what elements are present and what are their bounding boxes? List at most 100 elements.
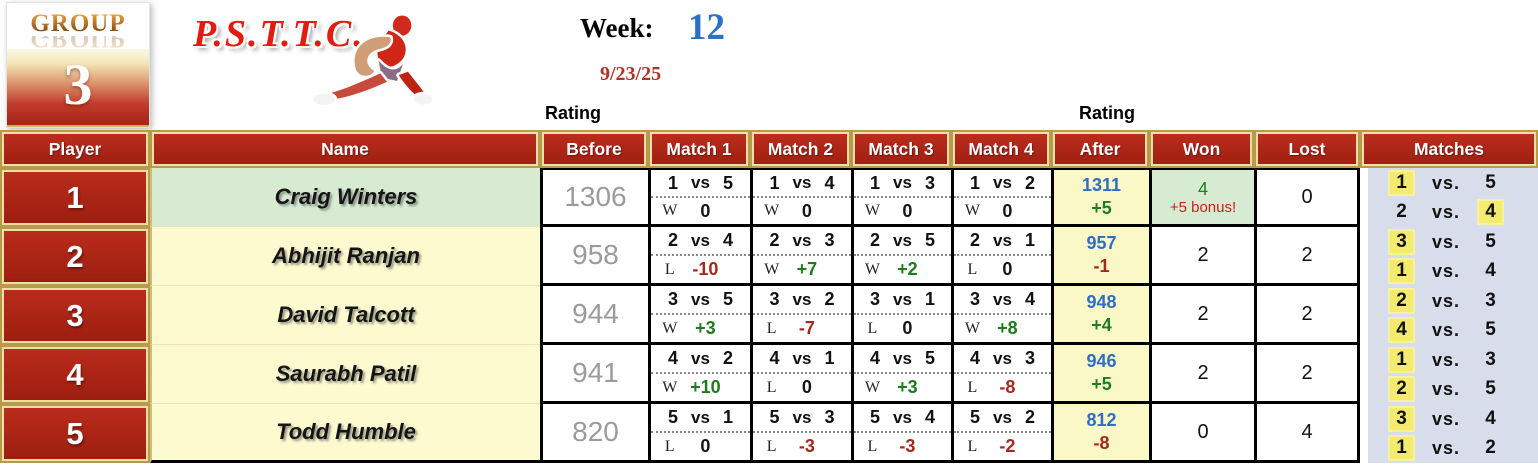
pairing-right: 1 <box>722 407 733 427</box>
column-header-match-3: Match 3 <box>851 130 951 168</box>
vs-label: vs <box>792 230 812 250</box>
match-result: W +2 <box>854 254 951 283</box>
rating-after-cell: 946 +5 <box>1051 345 1149 404</box>
schedule-player-left: 2 <box>1388 288 1415 314</box>
player-number: 2 <box>0 227 150 286</box>
match-result: L 0 <box>954 254 1051 283</box>
vs-label: vs <box>893 407 912 427</box>
won-count: 2 <box>1197 302 1209 325</box>
vs-label: vs <box>893 348 912 368</box>
vs-label: vs <box>691 173 710 192</box>
match-3-cell: 3 vs 1 L 0 <box>851 286 951 345</box>
player-number: 5 <box>0 404 150 463</box>
match-result: L 0 <box>651 431 750 460</box>
match-1-cell: 3 vs 5 W +3 <box>648 286 750 345</box>
lost-cell: 4 <box>1254 404 1360 463</box>
match-pairing: 1 vs 5 <box>651 170 750 196</box>
match-result: W +10 <box>651 372 750 401</box>
won-cell: 0 <box>1149 404 1254 463</box>
match-pairing: 5 vs 4 <box>854 404 951 431</box>
rating-before-cell: 820 <box>540 404 648 463</box>
pairing-right: 1 <box>924 289 935 309</box>
rating-before-value: 944 <box>572 298 619 329</box>
schedule-player-left: 4 <box>1388 317 1415 343</box>
pairing-left: 5 <box>668 407 679 427</box>
group-badge: GROUP GROUP 3 <box>6 2 150 128</box>
rating-delta: 0 <box>1002 259 1013 279</box>
schedule-player-right: 4 <box>1485 408 1496 429</box>
match-pairing: 3 vs 2 <box>753 286 851 313</box>
result-letter: L <box>867 437 878 455</box>
rating-delta: 0 <box>801 377 812 397</box>
match-result: L -8 <box>954 372 1051 401</box>
pairing-right: 2 <box>1024 172 1035 193</box>
schedule-line: 1 vs. 5 <box>1388 169 1538 198</box>
pairing-right: 2 <box>824 289 835 309</box>
group-number-panel: 3 <box>7 49 149 127</box>
bonus-text: +5 bonus! <box>1169 198 1237 216</box>
column-header-match-1: Match 1 <box>648 130 750 168</box>
pairing-left: 2 <box>970 230 981 250</box>
player-name: David Talcott <box>277 302 415 327</box>
match-pairing: 5 vs 2 <box>954 404 1051 431</box>
match-result: L 0 <box>753 372 851 401</box>
rating-before-cell: 941 <box>540 345 648 404</box>
schedule-vs-label: vs. <box>1431 201 1461 222</box>
match-pairing: 5 vs 1 <box>651 404 750 431</box>
pairing-left: 1 <box>870 172 881 193</box>
player-name-cell: Craig Winters <box>150 168 540 227</box>
pairing-left: 5 <box>870 407 881 427</box>
result-letter: W <box>662 319 678 337</box>
column-header-after: After <box>1051 130 1149 168</box>
rating-delta: 0 <box>700 436 711 456</box>
match-3-cell: 1 vs 3 W 0 <box>851 168 951 227</box>
schedule-line: 4 vs. 5 <box>1388 316 1538 345</box>
pairing-right: 4 <box>824 172 835 193</box>
pairing-right: 1 <box>824 348 835 368</box>
standings-table: Player Name Before Match 1 Match 2 Match… <box>0 130 1538 463</box>
schedule-vs-label: vs. <box>1431 349 1461 370</box>
player-name: Craig Winters <box>274 184 418 209</box>
rating-delta: -7 <box>798 318 815 338</box>
vs-label: vs <box>993 230 1012 250</box>
result-letter: W <box>764 260 780 278</box>
lost-cell: 2 <box>1254 227 1360 286</box>
vs-label: vs <box>792 348 812 368</box>
result-letter: L <box>867 319 878 337</box>
match-1-cell: 2 vs 4 L -10 <box>648 227 750 286</box>
result-letter: W <box>864 260 880 278</box>
match-result: L -10 <box>651 254 750 283</box>
rating-before-value: 820 <box>572 416 619 447</box>
won-count: 2 <box>1197 243 1209 266</box>
rating-after-cell: 957 -1 <box>1051 227 1149 286</box>
column-header-won: Won <box>1149 130 1254 168</box>
player-name-cell: Abhijit Ranjan <box>150 227 540 286</box>
match-result: W +3 <box>854 372 951 401</box>
rating-after-value: 957 <box>1086 232 1117 253</box>
column-header-match-2: Match 2 <box>750 130 851 168</box>
rating-change: -8 <box>1093 432 1110 453</box>
pairing-left: 3 <box>970 289 981 309</box>
pairing-left: 3 <box>870 289 881 309</box>
table-row: 2 Abhijit Ranjan 958 2 vs 4 L -10 2 vs 3 W +… <box>0 227 1538 286</box>
match-4-cell: 4 vs 3 L -8 <box>951 345 1051 404</box>
schedule-line: 3 vs. 5 <box>1388 228 1538 257</box>
won-cell: 2 <box>1149 227 1254 286</box>
rating-after-value: 948 <box>1086 291 1117 312</box>
schedule-line: 1 vs. 3 <box>1388 346 1538 375</box>
schedule-cell: 3 vs. 5 1 vs. 4 <box>1360 227 1538 286</box>
pairing-left: 2 <box>870 230 881 250</box>
rating-after-value: 812 <box>1086 409 1117 430</box>
vs-label: vs <box>893 289 912 309</box>
club-name: P.S.T.T.C. <box>193 13 365 55</box>
result-letter: W <box>662 378 678 396</box>
player-name: Saurabh Patil <box>275 361 417 386</box>
schedule-player-right: 3 <box>1485 290 1496 311</box>
match-pairing: 2 vs 4 <box>651 227 750 254</box>
rating-before-cell: 944 <box>540 286 648 345</box>
match-4-cell: 2 vs 1 L 0 <box>951 227 1051 286</box>
won-cell: 2 <box>1149 286 1254 345</box>
rating-delta: +3 <box>695 318 716 338</box>
match-2-cell: 1 vs 4 W 0 <box>750 168 851 227</box>
